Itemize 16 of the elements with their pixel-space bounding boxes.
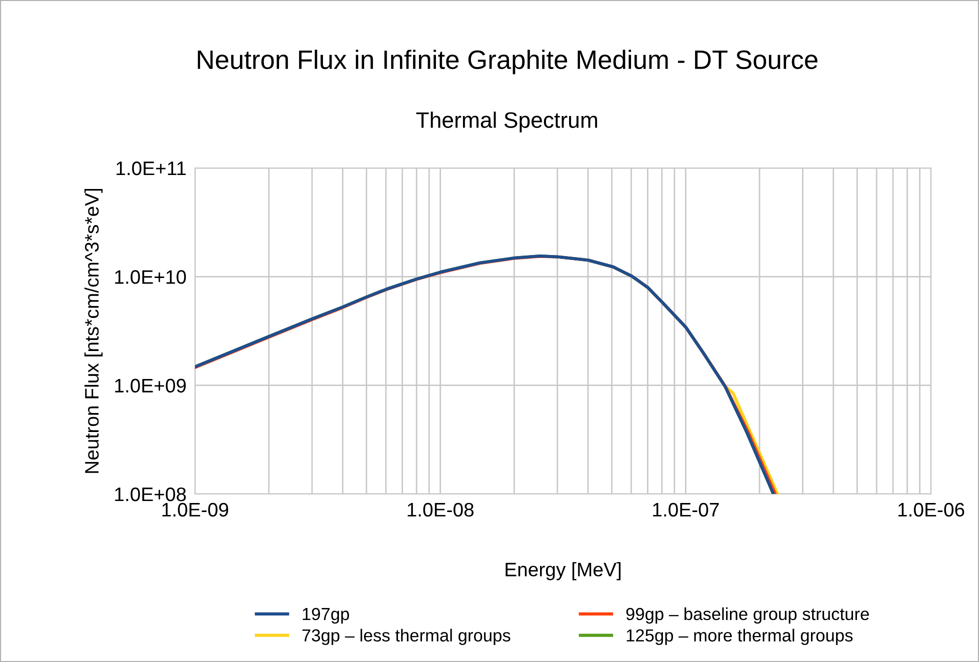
chart-subtitle: Thermal Spectrum	[416, 112, 598, 132]
x-tick-label: 1.0E-06	[898, 502, 964, 517]
legend-label: 197gp	[302, 608, 350, 624]
y-tick-label: 1.0E+08	[115, 487, 186, 502]
x-tick-label: 1.0E-09	[162, 502, 228, 517]
chart-title: Neutron Flux in Infinite Graphite Medium - DT Source	[198, 50, 818, 74]
y-tick-label: 1.0E+11	[116, 161, 186, 176]
legend-label: 99gp – baseline group structure	[626, 607, 869, 624]
legend-label: 125gp – more thermal groups	[626, 628, 853, 645]
y-tick-label: 1.0E+10	[115, 270, 186, 284]
x-tick-label: 1.0E-07	[653, 502, 719, 517]
legend-label: 73gp – less thermal groups	[302, 628, 510, 645]
x-tick-label: 1.0E-08	[408, 502, 474, 517]
y-tick-label: 1.0E+09	[115, 378, 186, 393]
y-axis-title: Neutron Flux [nts*cm/cm^3*s*eV]	[84, 188, 103, 473]
x-axis-title: Energy [MeV]	[506, 562, 621, 580]
